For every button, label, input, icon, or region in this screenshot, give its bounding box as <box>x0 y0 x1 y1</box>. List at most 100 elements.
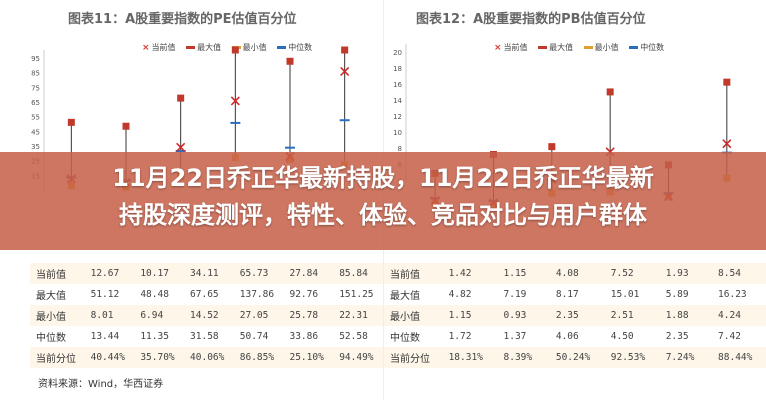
y-tick-label: 85 <box>31 70 40 78</box>
table-cell: 1.88 <box>659 305 713 326</box>
table-cell: 137.86 <box>239 289 275 300</box>
table-cell: 12.67 <box>84 263 135 284</box>
table-cell: 92.76 <box>289 289 319 300</box>
table-cell: 151.25 <box>339 289 374 300</box>
y-tick-label: 35 <box>31 143 40 151</box>
table-cell: 27.05 <box>233 305 284 326</box>
table-cell: 8.01 <box>84 305 135 326</box>
table-cell: 13.44 <box>90 331 120 342</box>
table-cell: 1.93 <box>659 263 713 284</box>
table-cell: 52.58 <box>339 331 368 342</box>
y-tick-label: 18 <box>393 65 402 73</box>
table-cell: 48.48 <box>140 289 169 300</box>
max-point <box>723 78 731 86</box>
legend-median: 中位数 <box>629 43 664 52</box>
table-cell: 92.53% <box>604 347 660 368</box>
row-label: 当前分位 <box>384 347 443 368</box>
table-cell: 4.24 <box>712 305 766 326</box>
max-point <box>122 122 130 130</box>
table-cell: 11.35 <box>140 331 169 342</box>
table-cell: 18.31% <box>442 347 498 368</box>
median-swatch-icon <box>629 46 639 49</box>
table-cell: 16.23 <box>718 289 747 300</box>
data-source: 资料来源：Wind，华西证券 <box>38 379 164 390</box>
table-cell: 8.39% <box>497 347 550 368</box>
min-swatch-icon <box>583 46 593 49</box>
row-label: 最大值 <box>390 291 420 302</box>
legend-min: 最小值 <box>583 43 619 52</box>
table-cell: 1.15 <box>442 305 498 326</box>
y-tick-label: 95 <box>31 55 40 63</box>
table-row: 当前分位 18.31% 8.39% 50.24% 92.53% 7.24% 88.44% <box>384 347 766 368</box>
table-cell: 94.49% <box>333 347 383 368</box>
table-cell: 7.24% <box>659 347 713 368</box>
max-swatch-icon <box>538 46 548 49</box>
table-row: 最小值 8.01 6.94 14.52 27.05 25.78 22.31 <box>30 305 383 326</box>
row-label: 最小值 <box>384 305 443 326</box>
headline-line-2: 持股深度测评，特性、体验、竞品对比与用户群体 <box>119 201 647 229</box>
table-cell: 14.52 <box>184 305 234 326</box>
table-cell: 4.50 <box>610 331 634 342</box>
table-cell: 8.54 <box>712 263 766 284</box>
table-cell: 33.86 <box>289 331 319 342</box>
table-cell: 35.70% <box>134 347 185 368</box>
table-cell: 22.31 <box>333 305 383 326</box>
table-cell: 15.01 <box>610 289 640 300</box>
table-row: 中位数 13.44 11.35 31.58 50.74 33.86 52.58 <box>30 326 383 347</box>
y-tick-label: 14 <box>393 97 402 105</box>
table-cell: 6.94 <box>134 305 185 326</box>
table-cell: 7.19 <box>503 289 527 300</box>
max-point <box>231 46 239 54</box>
table-row: 中位数 1.72 1.37 4.06 4.50 2.35 7.42 <box>384 326 766 347</box>
table-cell: 1.37 <box>503 331 527 342</box>
table-cell: 25.78 <box>283 305 334 326</box>
table-cell: 7.52 <box>604 263 660 284</box>
row-label: 当前值 <box>384 263 443 284</box>
y-tick-label: 45 <box>31 128 40 136</box>
table-cell: 1.42 <box>442 263 498 284</box>
row-label: 中位数 <box>36 333 66 344</box>
table-cell: 5.89 <box>665 289 689 300</box>
table-cell: 34.11 <box>184 263 234 284</box>
table-row: 最小值 1.15 0.93 2.35 2.51 1.88 4.24 <box>384 305 766 326</box>
table-cell: 2.35 <box>549 305 605 326</box>
x-marker-icon: × <box>142 43 150 53</box>
legend-current: × 当前值 <box>494 43 528 53</box>
table-cell: 4.06 <box>555 331 579 342</box>
y-tick-label: 55 <box>31 114 40 122</box>
x-marker-icon: × <box>494 43 502 53</box>
table-cell: 10.17 <box>134 263 185 284</box>
row-label: 最小值 <box>30 305 85 326</box>
y-tick-label: 10 <box>393 129 402 137</box>
y-tick-label: 65 <box>31 99 40 107</box>
table-cell: 25.10% <box>283 347 334 368</box>
max-point <box>341 46 349 54</box>
row-label: 中位数 <box>390 333 420 344</box>
table-cell: 50.74 <box>239 331 269 342</box>
current-point <box>230 96 240 106</box>
table-cell: 50.24% <box>549 347 605 368</box>
legend-max: 最大值 <box>186 43 221 52</box>
max-point <box>177 94 185 102</box>
y-tick-label: 8 <box>398 145 402 153</box>
pb-legend: × 当前值 最大值 最小值 中位数 <box>494 42 672 53</box>
table-row: 当前值 12.67 10.17 34.11 65.73 27.84 85.84 <box>30 263 383 284</box>
pe-table: 当前值 12.67 10.17 34.11 65.73 27.84 85.84 最大值 51.1… <box>30 263 383 368</box>
table-cell: 86.85% <box>233 347 284 368</box>
table-cell: 85.84 <box>333 263 383 284</box>
table-row: 最大值 51.12 48.48 67.65 137.86 92.76 151.25 <box>30 284 383 305</box>
table-row: 当前值 1.42 1.15 4.08 7.52 1.93 8.54 <box>384 263 766 284</box>
table-cell: 40.06% <box>184 347 234 368</box>
median-swatch-icon <box>277 46 287 49</box>
headline-line-1: 11月22日乔正华最新持股，11月22日乔正华最新 <box>112 164 654 192</box>
table-cell: 2.51 <box>604 305 660 326</box>
pb-chart-title: 图表12：A股重要指数的PB估值百分位 <box>416 12 646 27</box>
table-cell: 7.42 <box>718 331 741 342</box>
max-point <box>548 143 556 151</box>
table-row: 最大值 4.82 7.19 8.17 15.01 5.89 16.23 <box>384 284 766 305</box>
table-row: 当前分位 40.44% 35.70% 40.06% 86.85% 25.10% 94.49% <box>30 347 383 368</box>
table-cell: 1.72 <box>448 331 472 342</box>
max-swatch-icon <box>186 46 196 49</box>
table-cell: 51.12 <box>90 289 120 300</box>
table-cell: 88.44% <box>712 347 766 368</box>
